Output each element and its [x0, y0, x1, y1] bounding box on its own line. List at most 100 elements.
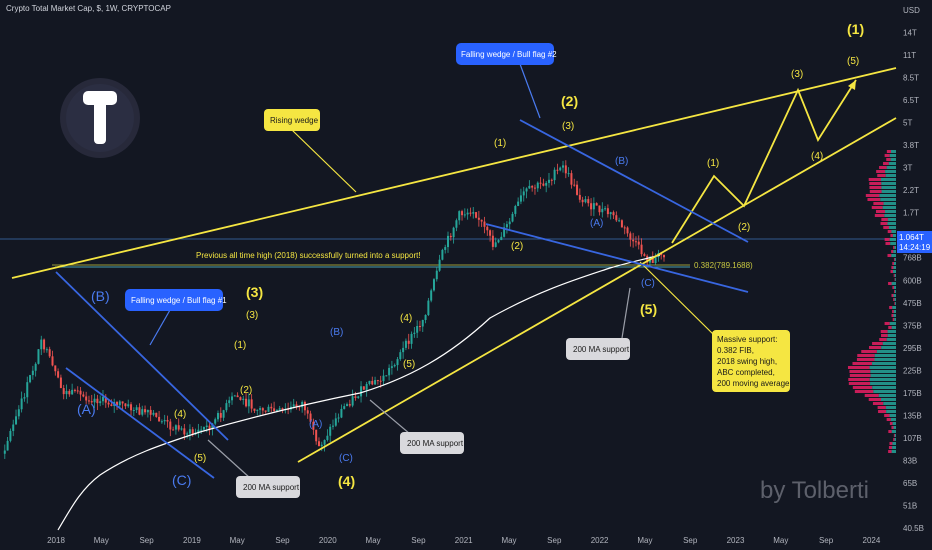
- wave-label: (B): [330, 327, 343, 338]
- wave-label: (5): [403, 359, 415, 370]
- candle-body: [99, 401, 102, 404]
- candle-body: [127, 404, 130, 407]
- candle-body: [152, 412, 155, 415]
- candle-body: [578, 194, 581, 200]
- candle-body: [626, 227, 629, 234]
- candle-body: [34, 363, 37, 371]
- candle-body: [486, 226, 489, 231]
- wave-label: (2): [511, 241, 523, 252]
- candle-body: [348, 404, 351, 406]
- candle-body: [138, 407, 141, 415]
- candle-body: [43, 339, 46, 350]
- candle-body: [553, 169, 556, 181]
- candle-body: [494, 242, 497, 247]
- candle-body: [247, 399, 250, 407]
- candle-body: [399, 352, 402, 360]
- massive-support-pointer: [639, 261, 716, 337]
- y-tick-label: 225B: [903, 366, 922, 375]
- y-axis: USD14T11T8.5T6.5T5T3.8T3T2.2T1.7T1.3T768…: [903, 6, 924, 533]
- candle-body: [615, 215, 618, 221]
- candle-body: [427, 300, 430, 316]
- candle-body: [441, 249, 444, 260]
- y-tick-label: 600B: [903, 276, 922, 285]
- candle-body: [228, 400, 231, 404]
- candle-body: [273, 408, 276, 412]
- candle-body: [261, 408, 264, 411]
- candle-body: [455, 220, 458, 228]
- candle-body: [393, 365, 396, 367]
- candle-body: [256, 409, 259, 411]
- candle-body: [536, 182, 539, 189]
- candle-body: [329, 426, 332, 436]
- candle-body: [163, 420, 166, 422]
- wave-label: (3): [791, 69, 803, 80]
- y-tick-label: 11T: [903, 51, 916, 60]
- candle-body: [239, 397, 242, 400]
- candle-body: [458, 211, 461, 221]
- x-axis: 2018 May Sep 2019 May Sep 2020 May Sep 2021 May Sep…: [47, 536, 881, 545]
- candle-body: [351, 396, 354, 406]
- wave-label: (4): [400, 313, 412, 324]
- candle-body: [452, 227, 455, 238]
- ma-support-box-2: 200 MA support: [369, 399, 464, 454]
- candle-body: [511, 213, 514, 222]
- wave-label: (5): [847, 56, 859, 67]
- rising-wedge-upper: [11, 67, 897, 279]
- candle-body: [295, 404, 298, 407]
- candle-body: [29, 375, 32, 383]
- candle-body: [303, 401, 306, 411]
- candle-body: [65, 390, 68, 395]
- candle-body: [545, 182, 548, 186]
- candle-body: [475, 212, 478, 218]
- candle-body: [472, 212, 475, 214]
- candle-body: [259, 408, 262, 410]
- candle-body: [160, 421, 163, 423]
- candle-body: [497, 240, 500, 243]
- candle-body: [444, 247, 447, 250]
- candle-body: [90, 401, 93, 403]
- candle-body: [576, 184, 579, 195]
- candle-body: [379, 380, 382, 382]
- candle-body: [337, 417, 340, 419]
- candle-body: [144, 409, 147, 413]
- candle-body: [424, 315, 427, 320]
- x-tick-label: May: [501, 536, 516, 545]
- candle-body: [292, 404, 295, 407]
- candle-body: [362, 386, 365, 390]
- wave-label: (1): [494, 138, 506, 149]
- candle-body: [104, 396, 107, 403]
- wave-label: (C): [172, 472, 191, 488]
- candle-body: [250, 399, 253, 409]
- candle-body: [71, 389, 74, 395]
- ma-support-box-1: 200 MA support: [207, 439, 300, 498]
- svg-text:0.382 FIB,: 0.382 FIB,: [717, 346, 754, 355]
- last-price-badge: 1.064T 14:24:19: [897, 231, 932, 253]
- svg-text:Massive support:: Massive support:: [717, 335, 777, 344]
- candle-body: [9, 430, 12, 441]
- candle-body: [646, 255, 649, 263]
- x-tick-label: 2018: [47, 536, 65, 545]
- candle-body: [17, 409, 20, 417]
- candle-body: [396, 359, 399, 366]
- wave-label: (2): [738, 222, 750, 233]
- falling-wedge-1-label: Falling wedge / Bull flag #1: [131, 296, 227, 305]
- candle-body: [542, 183, 545, 186]
- candle-body: [317, 441, 320, 447]
- candle-body: [48, 349, 51, 357]
- candle-body: [188, 429, 191, 434]
- svg-text:200 MA support: 200 MA support: [407, 439, 464, 448]
- candle-body: [346, 404, 349, 407]
- y-tick-label: 175B: [903, 389, 922, 398]
- candle-body: [447, 235, 450, 248]
- candle-body: [267, 406, 270, 412]
- candle-body: [149, 409, 152, 415]
- candle-body: [430, 290, 433, 301]
- candle-body: [365, 383, 368, 390]
- candle-body: [15, 416, 18, 425]
- candle-body: [31, 370, 34, 376]
- candle-body: [231, 396, 234, 401]
- candle-body: [264, 410, 267, 412]
- candle-body: [73, 389, 76, 391]
- candle-body: [301, 401, 304, 408]
